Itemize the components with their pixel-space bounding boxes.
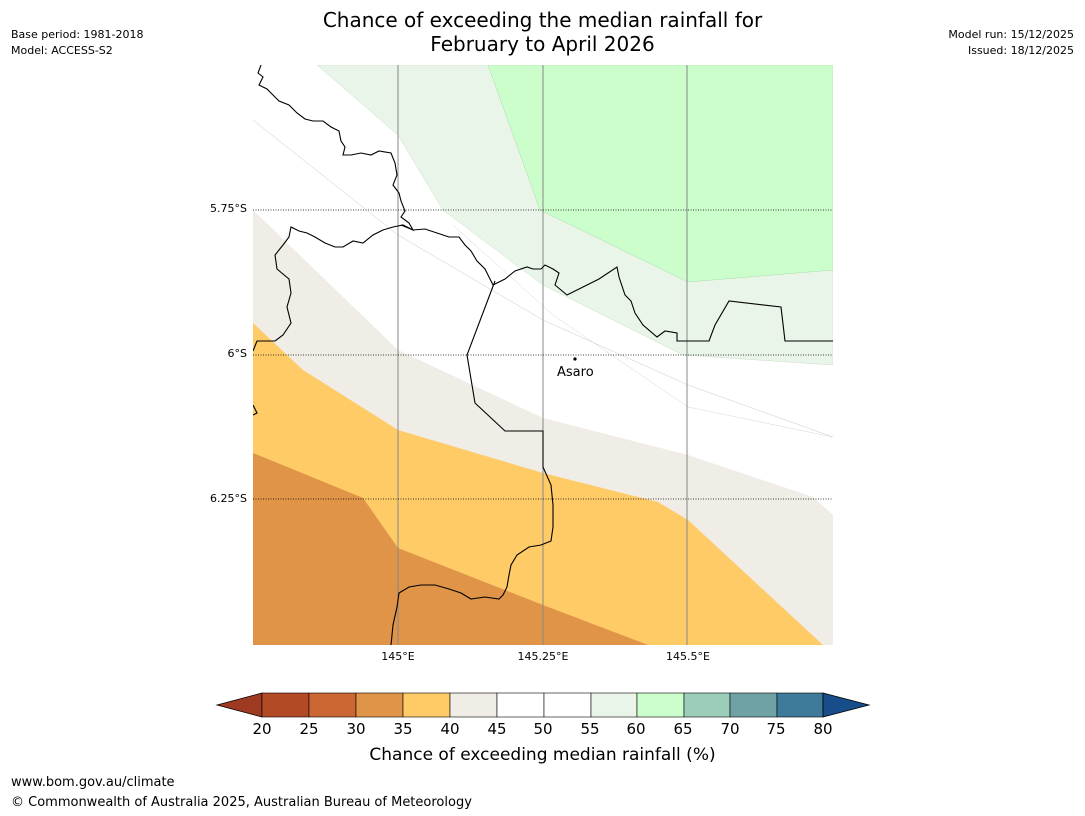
base-period: Base period: 1981-2018 — [11, 28, 144, 41]
cb-tick-65: 65 — [673, 720, 693, 738]
cb-tick-25: 25 — [299, 720, 319, 738]
cb-tick-80: 80 — [813, 720, 833, 738]
cb-tick-70: 70 — [720, 720, 740, 738]
colorbar-segment-20-25 — [261, 692, 310, 718]
boundary-west-edge — [253, 404, 258, 416]
lon-label-145-5: 145.5°E — [666, 650, 710, 663]
footer-copyright: © Commonwealth of Australia 2025, Austra… — [11, 795, 472, 810]
colorbar-segment-65-70 — [683, 692, 731, 718]
cb-tick-75: 75 — [766, 720, 786, 738]
colorbar-segment-25-30 — [308, 692, 357, 718]
issued-date: Issued: 18/12/2025 — [967, 44, 1074, 57]
cb-tick-55: 55 — [580, 720, 600, 738]
boundary-central — [400, 224, 833, 342]
colorbar — [215, 692, 871, 718]
colorbar-segment-50-55 — [543, 692, 592, 718]
title-line-2: February to April 2026 — [430, 32, 655, 56]
colorbar-high-arrow — [822, 692, 871, 718]
lon-label-145: 145°E — [381, 650, 415, 663]
model-name: Model: ACCESS-S2 — [11, 44, 113, 57]
boundary-west — [253, 65, 415, 352]
zone-30-35 — [253, 453, 648, 645]
contour-line — [452, 224, 833, 438]
model-run: Model run: 15/12/2025 — [948, 28, 1074, 41]
cb-tick-20: 20 — [252, 720, 272, 738]
cb-tick-40: 40 — [440, 720, 460, 738]
colorbar-label: Chance of exceeding median rainfall (%) — [369, 745, 716, 765]
colorbar-segment-35-40 — [402, 692, 451, 718]
cb-tick-30: 30 — [346, 720, 366, 738]
asaro-point — [573, 357, 577, 361]
place-label-asaro: Asaro — [557, 365, 594, 380]
boundary-east-south — [390, 280, 554, 645]
colorbar-segment-40-45 — [449, 692, 498, 718]
chart-title: Chance of exceeding the median rainfall … — [0, 8, 1085, 56]
footer-url: www.bom.gov.au/climate — [11, 775, 175, 790]
colorbar-low-arrow — [215, 692, 263, 718]
title-line-1: Chance of exceeding the median rainfall … — [322, 8, 763, 32]
lat-label-5-75: 5.75°S — [210, 202, 247, 215]
colorbar-segment-70-75 — [729, 692, 778, 718]
lat-label-6: 6°S — [227, 347, 247, 360]
colorbar-segment-60-65 — [636, 692, 685, 718]
zone-60-65 — [487, 65, 833, 283]
colorbar-segment-30-35 — [355, 692, 404, 718]
cb-tick-50: 50 — [533, 720, 553, 738]
cb-tick-45: 45 — [487, 720, 507, 738]
meta-right: Model run: 15/12/2025 Issued: 18/12/2025 — [948, 27, 1074, 59]
lon-label-145-25: 145.25°E — [517, 650, 569, 663]
meta-left: Base period: 1981-2018 Model: ACCESS-S2 — [11, 27, 143, 59]
rainfall-map — [253, 65, 833, 645]
colorbar-segment-55-60 — [590, 692, 638, 718]
colorbar-segment-45-50 — [496, 692, 545, 718]
cb-tick-60: 60 — [626, 720, 646, 738]
colorbar-segment-75-80 — [776, 692, 824, 718]
lat-label-6-25: 6.25°S — [210, 492, 247, 505]
cb-tick-35: 35 — [393, 720, 413, 738]
